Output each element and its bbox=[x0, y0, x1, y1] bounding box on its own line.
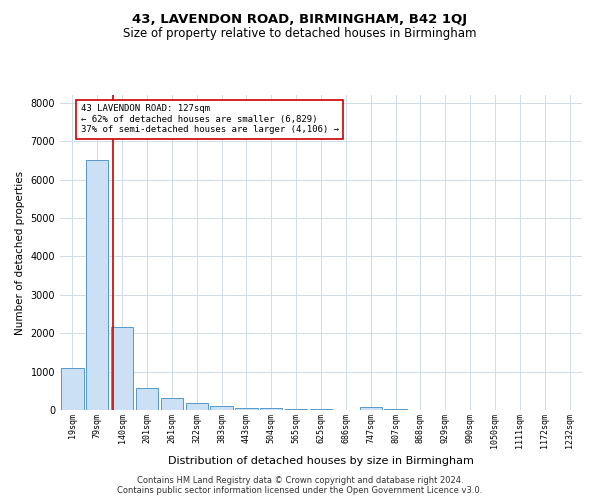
Bar bbox=[111, 328, 133, 410]
Bar bbox=[86, 160, 109, 410]
Text: 43 LAVENDON ROAD: 127sqm
← 62% of detached houses are smaller (6,829)
37% of sem: 43 LAVENDON ROAD: 127sqm ← 62% of detach… bbox=[81, 104, 339, 134]
Bar bbox=[136, 388, 158, 410]
Bar bbox=[61, 368, 83, 410]
Bar bbox=[260, 408, 283, 410]
Y-axis label: Number of detached properties: Number of detached properties bbox=[15, 170, 25, 334]
Bar bbox=[359, 407, 382, 410]
Text: Contains public sector information licensed under the Open Government Licence v3: Contains public sector information licen… bbox=[118, 486, 482, 495]
Bar bbox=[285, 409, 307, 410]
Text: Contains HM Land Registry data © Crown copyright and database right 2024.: Contains HM Land Registry data © Crown c… bbox=[137, 476, 463, 485]
Bar bbox=[385, 409, 407, 410]
Bar bbox=[310, 409, 332, 410]
Bar bbox=[161, 398, 183, 410]
Text: 43, LAVENDON ROAD, BIRMINGHAM, B42 1QJ: 43, LAVENDON ROAD, BIRMINGHAM, B42 1QJ bbox=[133, 12, 467, 26]
Bar bbox=[185, 403, 208, 410]
Bar bbox=[235, 408, 257, 410]
Text: Size of property relative to detached houses in Birmingham: Size of property relative to detached ho… bbox=[123, 28, 477, 40]
X-axis label: Distribution of detached houses by size in Birmingham: Distribution of detached houses by size … bbox=[168, 456, 474, 466]
Bar bbox=[211, 406, 233, 410]
